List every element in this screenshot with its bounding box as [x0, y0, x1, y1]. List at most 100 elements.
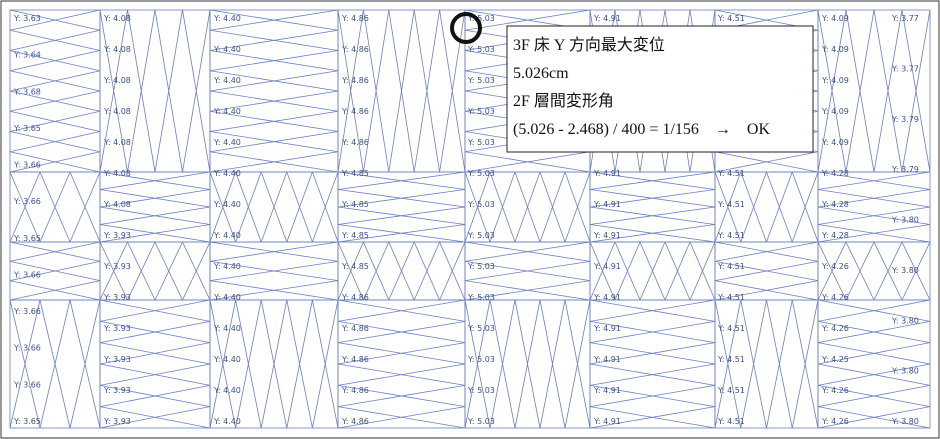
displacement-label: Y: 4.28 [821, 231, 849, 240]
displacement-label: Y: 4.51 [717, 200, 745, 209]
displacement-label: Y: 4.26 [821, 386, 849, 395]
displacement-label: Y: 4.08 [103, 138, 131, 147]
displacement-label: Y: 3.80 [891, 417, 919, 426]
displacement-label: Y: 3.93 [103, 355, 131, 364]
displacement-label: Y: 4.08 [103, 45, 131, 54]
displacement-label: Y: 4.26 [821, 324, 849, 333]
displacement-label: Y: 4.40 [213, 386, 241, 395]
displacement-label: Y: 5.03 [467, 262, 495, 271]
displacement-label: Y: 3.65 [13, 417, 41, 426]
displacement-label: Y: 4.09 [821, 107, 849, 116]
displacement-label: Y: 4.26 [821, 293, 849, 302]
displacement-label: Y: 3.80 [891, 216, 919, 225]
displacement-label: Y: 4.40 [213, 293, 241, 302]
displacement-label: Y: 4.40 [213, 138, 241, 147]
displacement-label: Y: 4.40 [213, 76, 241, 85]
displacement-label: Y: 4.86 [341, 107, 369, 116]
displacement-label: Y: 4.86 [341, 14, 369, 23]
displacement-label: Y: 4.85 [341, 200, 369, 209]
callout-line: 3F 床 Y 方向最大変位 [513, 36, 665, 54]
callout-line: (5.026 - 2.468) / 400 = 1/156 → OK [513, 121, 770, 138]
displacement-label: Y: 3.66 [13, 380, 41, 389]
callout-line: 2F 層間変形角 [513, 92, 614, 110]
displacement-label: Y: 3.66 [13, 197, 41, 206]
displacement-label: Y: 3.63 [13, 14, 41, 23]
displacement-label: Y: 5.03 [467, 355, 495, 364]
displacement-label: Y: 4.86 [341, 76, 369, 85]
displacement-label: Y: 4.08 [103, 76, 131, 85]
displacement-label: Y: 4.40 [213, 324, 241, 333]
displacement-label: Y: 5.03 [467, 293, 495, 302]
displacement-label: Y: 3.65 [13, 234, 41, 243]
displacement-label: Y: 5.03 [467, 324, 495, 333]
displacement-label: Y: 4.09 [821, 45, 849, 54]
displacement-label: Y: 4.40 [213, 45, 241, 54]
displacement-label: Y: 4.86 [341, 45, 369, 54]
displacement-label: Y: 4.51 [717, 14, 745, 23]
displacement-label: Y: 4.91 [593, 293, 621, 302]
displacement-label: Y: 3.66 [13, 307, 41, 316]
displacement-label: Y: 3.68 [13, 87, 41, 96]
displacement-label: Y: 4.51 [717, 169, 745, 178]
displacement-label: Y: 4.91 [593, 231, 621, 240]
displacement-label: Y: 4.86 [341, 417, 369, 426]
displacement-label: Y: 4.51 [717, 262, 745, 271]
displacement-label: Y: 4.86 [341, 293, 369, 302]
displacement-label: Y: 4.09 [821, 76, 849, 85]
displacement-label: Y: 4.51 [717, 355, 745, 364]
displacement-label: Y: 4.51 [717, 417, 745, 426]
displacement-label: Y: 4.91 [593, 262, 621, 271]
displacement-label: Y: 3.77 [891, 64, 919, 73]
displacement-label: Y: 3.66 [13, 270, 41, 279]
displacement-label: Y: 5.03 [467, 386, 495, 395]
displacement-label: Y: 4.26 [821, 262, 849, 271]
displacement-label: Y: 3.79 [891, 115, 919, 124]
displacement-label: Y: 4.91 [593, 200, 621, 209]
displacement-label: Y: 4.40 [213, 417, 241, 426]
displacement-label: Y: 4.85 [341, 262, 369, 271]
displacement-label: Y: 4.85 [341, 169, 369, 178]
callout-line: 5.026cm [513, 65, 569, 82]
displacement-label: Y: 4.09 [821, 14, 849, 23]
displacement-label: Y: 3.65 [13, 124, 41, 133]
displacement-label: Y: 5.03 [467, 45, 495, 54]
displacement-label: Y: 4.40 [213, 14, 241, 23]
displacement-label: Y: 3.80 [891, 316, 919, 325]
displacement-label: Y: 4.08 [103, 14, 131, 23]
displacement-label: Y: 4.86 [341, 386, 369, 395]
displacement-label: Y: 4.40 [213, 262, 241, 271]
displacement-label: Y: 5.03 [467, 76, 495, 85]
displacement-label: Y: 4.91 [593, 14, 621, 23]
displacement-label: Y: 4.40 [213, 355, 241, 364]
displacement-label: Y: 3.66 [13, 161, 41, 170]
displacement-label: Y: 5.03 [467, 138, 495, 147]
displacement-label: Y: 4.51 [717, 386, 745, 395]
displacement-label: Y: 3.93 [103, 293, 131, 302]
displacement-label: Y: 4.91 [593, 386, 621, 395]
displacement-label: Y: 3.93 [103, 386, 131, 395]
displacement-label: Y: 4.40 [213, 169, 241, 178]
displacement-label: Y: 4.86 [341, 138, 369, 147]
displacement-label: Y: 5.03 [467, 169, 495, 178]
displacement-label: Y: 5.03 [467, 231, 495, 240]
displacement-label: Y: 4.28 [821, 200, 849, 209]
displacement-label: Y: 4.91 [593, 355, 621, 364]
displacement-label: Y: 4.86 [341, 355, 369, 364]
displacement-label: Y: 4.51 [717, 231, 745, 240]
displacement-label: Y: 4.85 [341, 231, 369, 240]
displacement-label: Y: 5.03 [467, 200, 495, 209]
displacement-label: Y: 4.09 [821, 138, 849, 147]
displacement-label: Y: 4.40 [213, 107, 241, 116]
displacement-label: Y: 4.51 [717, 293, 745, 302]
displacement-label: Y: 4.26 [821, 417, 849, 426]
displacement-label: Y: 3.64 [13, 51, 41, 60]
displacement-label: Y: 3.77 [891, 14, 919, 23]
displacement-label: Y: 3.80 [891, 367, 919, 376]
displacement-label: Y: 4.91 [593, 169, 621, 178]
displacement-label: Y: 5.03 [467, 107, 495, 116]
displacement-label: Y: 5.03 [467, 417, 495, 426]
displacement-label: Y: 3.66 [13, 344, 41, 353]
displacement-label: Y: 3.80 [891, 266, 919, 275]
displacement-label: Y: 4.40 [213, 231, 241, 240]
displacement-label: Y: 3.93 [103, 417, 131, 426]
